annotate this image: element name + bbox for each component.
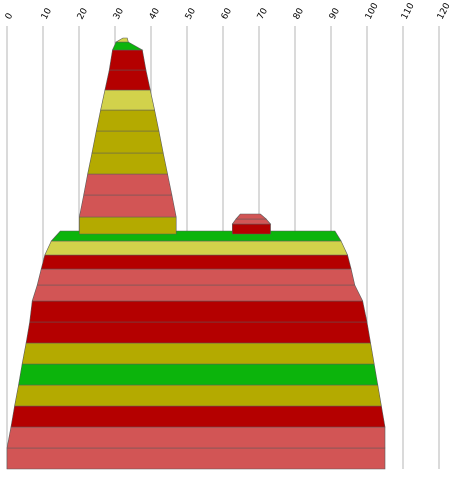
x-tick-label: 40 bbox=[148, 6, 162, 21]
x-tick-label: 20 bbox=[76, 6, 90, 21]
band-left-peak-4 bbox=[91, 130, 164, 154]
x-tick-label: 120 bbox=[436, 1, 452, 21]
band-right-peak-1 bbox=[231, 218, 272, 225]
x-tick-label: 60 bbox=[220, 6, 234, 21]
band-bottom-11 bbox=[44, 240, 349, 256]
x-tick-label: 70 bbox=[256, 6, 270, 21]
band-left-peak-6 bbox=[100, 89, 155, 111]
band-left-peak-8 bbox=[108, 49, 147, 71]
band-bottom-6 bbox=[25, 321, 371, 344]
band-left-peak-0 bbox=[79, 216, 177, 235]
band-bottom-10 bbox=[40, 254, 352, 270]
x-tick-label: 30 bbox=[112, 6, 126, 21]
band-bottom-1 bbox=[6, 426, 386, 449]
stack-right-peak bbox=[231, 213, 272, 235]
x-tick-label: 110 bbox=[400, 1, 417, 21]
band-right-peak-2 bbox=[235, 213, 268, 220]
band-left-peak-5 bbox=[95, 109, 160, 132]
x-tick-label: 10 bbox=[40, 6, 54, 21]
band-bottom-3 bbox=[14, 384, 382, 407]
x-tick-label: 80 bbox=[292, 6, 306, 21]
stack-left-peak bbox=[78, 37, 177, 235]
stack-bottom bbox=[6, 230, 386, 470]
band-left-peak-1 bbox=[78, 194, 177, 218]
band-bottom-7 bbox=[29, 300, 368, 323]
band-left-peak-2 bbox=[83, 173, 173, 196]
band-bottom-8 bbox=[31, 284, 364, 302]
x-tick-label: 50 bbox=[184, 6, 198, 21]
band-bottom-0 bbox=[6, 447, 386, 470]
x-tick-label: 90 bbox=[328, 6, 342, 21]
band-left-peak-10 bbox=[114, 37, 129, 43]
band-bottom-4 bbox=[18, 363, 379, 386]
band-bottom-5 bbox=[21, 342, 375, 365]
band-bottom-9 bbox=[36, 268, 356, 286]
x-tick-label: 100 bbox=[364, 1, 381, 21]
band-right-peak-0 bbox=[232, 223, 271, 235]
x-tick-label: 0 bbox=[4, 11, 16, 21]
x-tick-labels: 0 10 20 30 40 50 60 70 80 90 100 110 120 bbox=[4, 1, 452, 21]
band-left-peak-3 bbox=[87, 152, 168, 175]
bands bbox=[6, 37, 386, 470]
band-left-peak-9 bbox=[112, 41, 144, 51]
band-bottom-2 bbox=[10, 405, 386, 428]
band-left-peak-7 bbox=[104, 69, 151, 91]
